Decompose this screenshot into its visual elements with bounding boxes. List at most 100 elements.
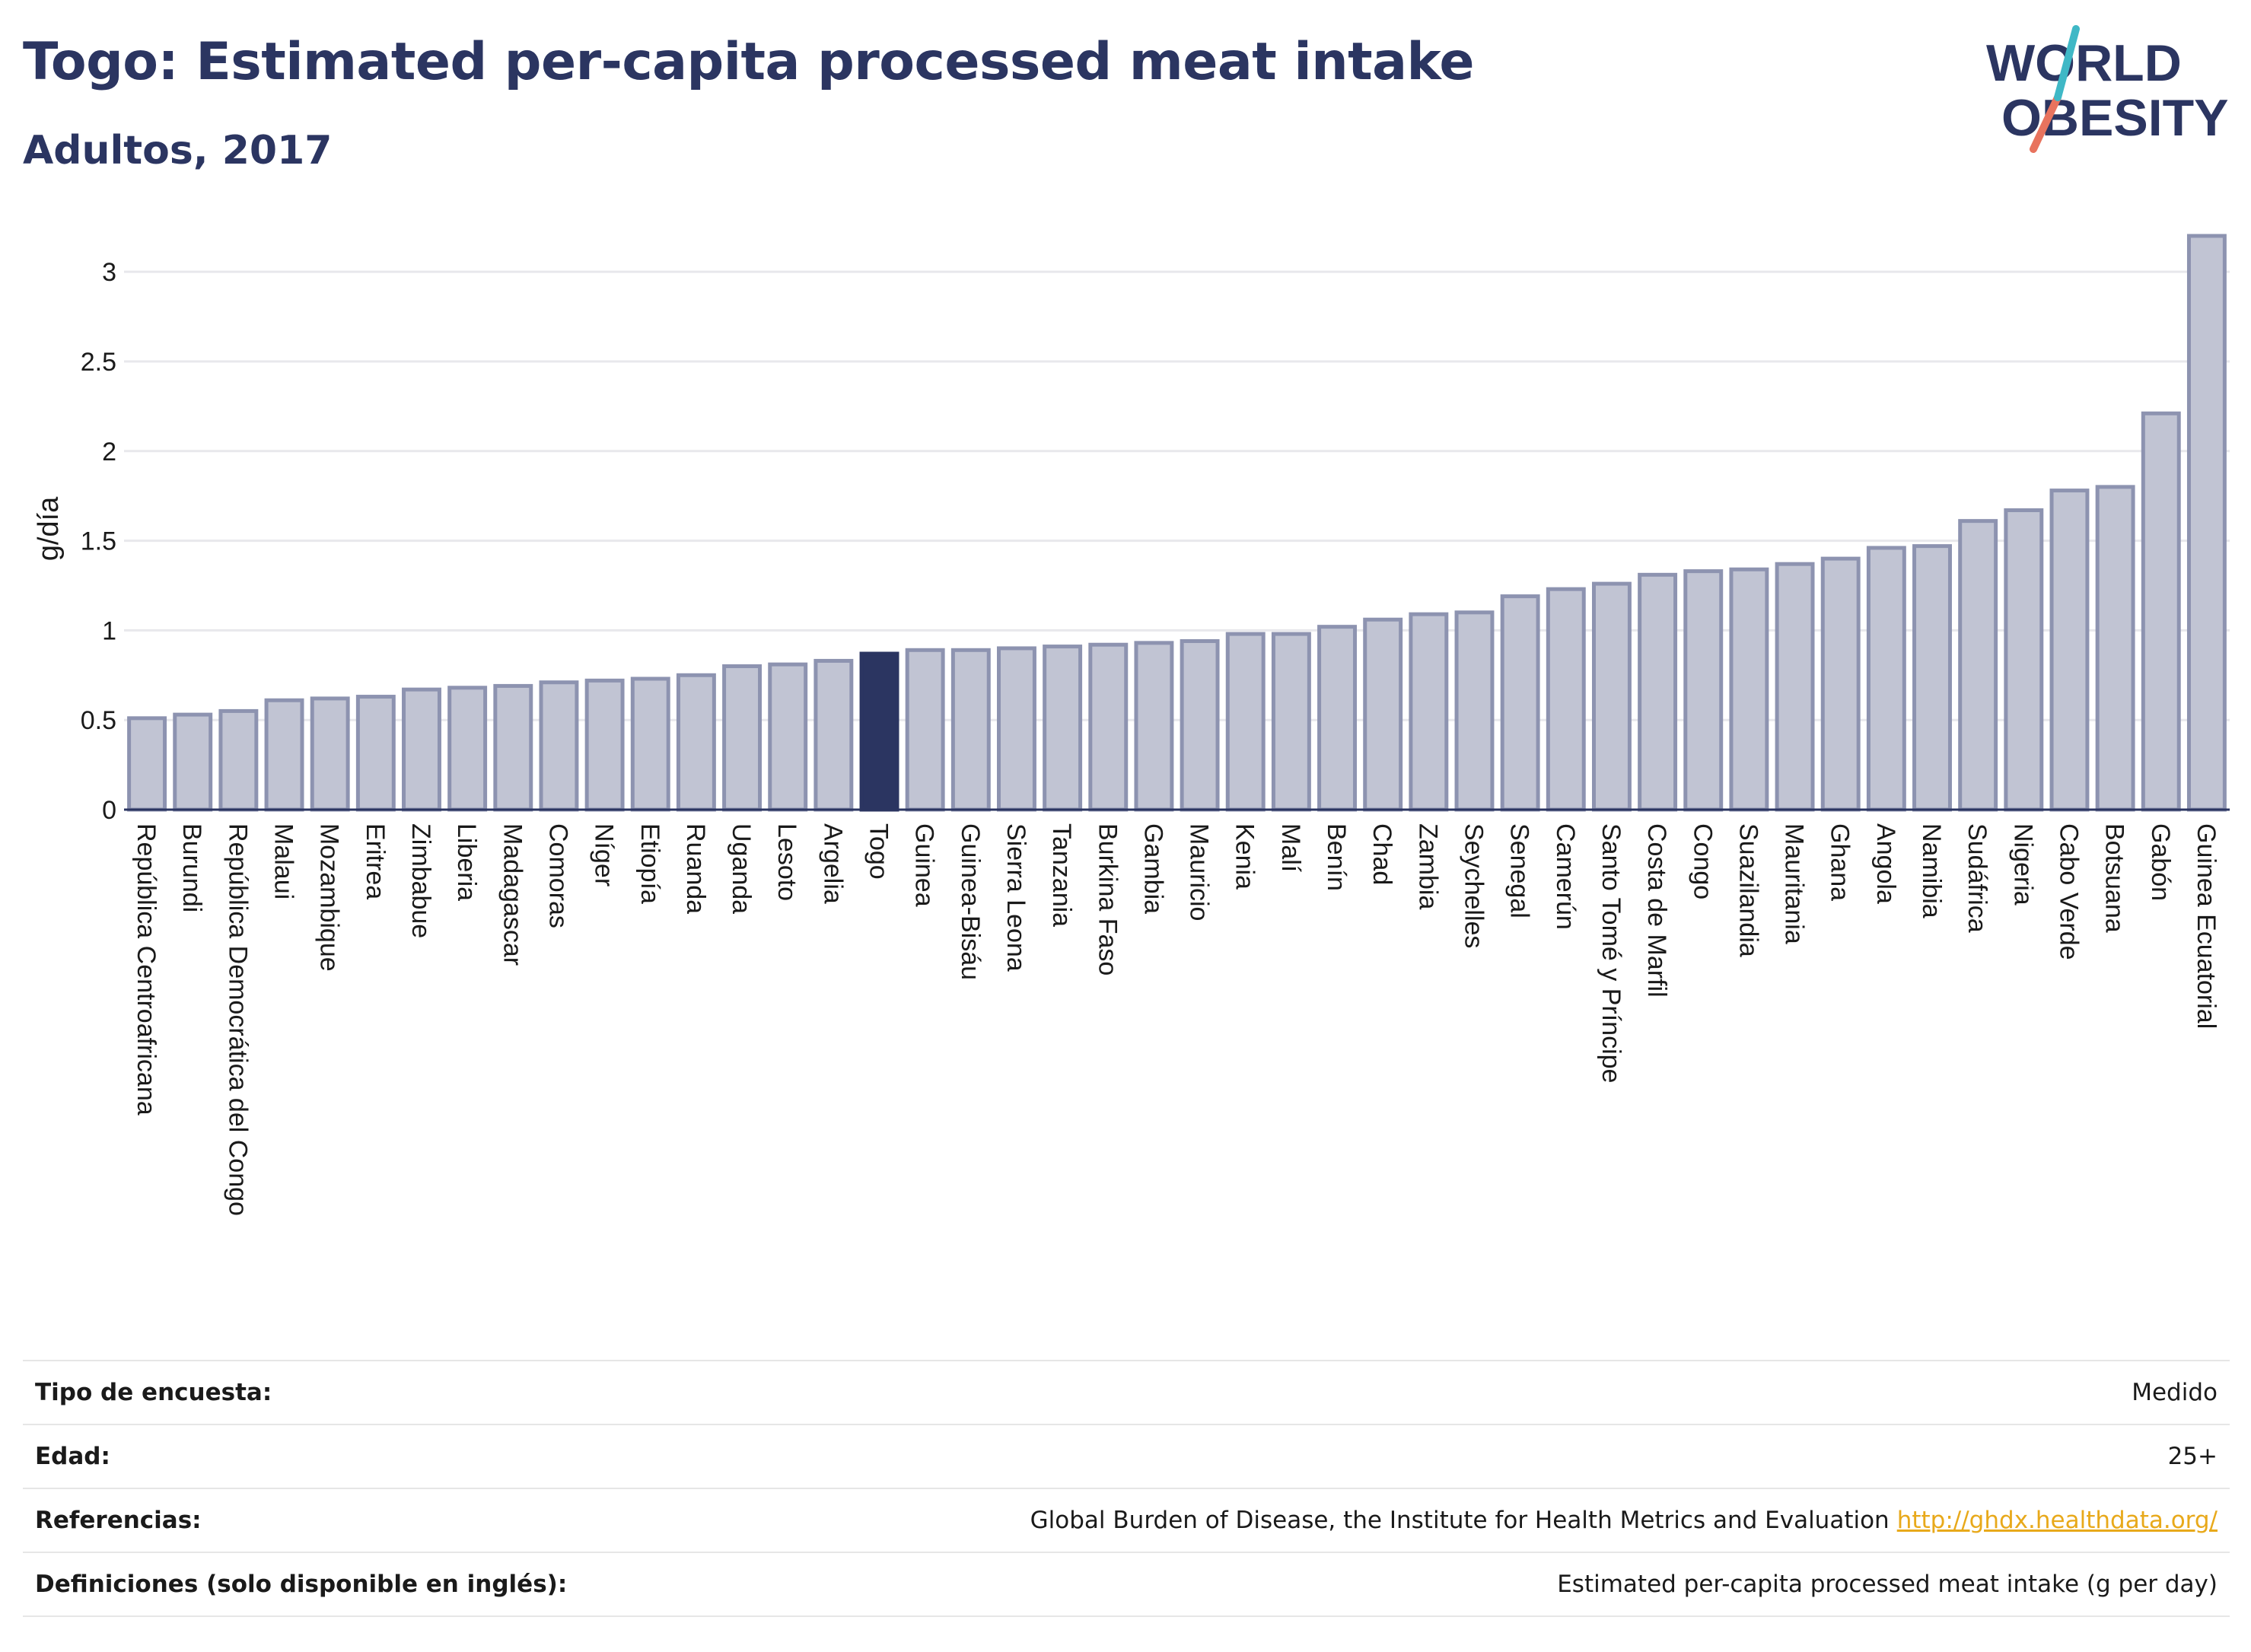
meta-row-references: Referencias: Global Burden of Disease, t… (23, 1489, 2230, 1553)
meta-key: Referencias: (35, 1507, 202, 1534)
logo-teal-stroke (2054, 25, 2080, 101)
meta-value-wrap: Global Burden of Disease, the Institute … (1030, 1507, 2218, 1534)
x-tick-label: Costa de Marfil (1642, 823, 1671, 998)
x-tick-label: Eritrea (361, 823, 390, 899)
bar (1958, 519, 1998, 812)
bar (950, 648, 991, 812)
bar (1638, 572, 1678, 812)
bar (630, 676, 670, 812)
x-tick-label: Nigeria (2008, 823, 2037, 906)
bar (1866, 546, 1906, 812)
bar (1225, 632, 1266, 812)
y-tick-label: 0 (102, 796, 116, 825)
x-tick-label: Chad (1367, 823, 1396, 885)
bar (447, 686, 488, 812)
x-tick-label: Senegal (1505, 823, 1534, 918)
y-tick-label: 1 (102, 616, 116, 645)
meta-value: Estimated per-capita processed meat inta… (1557, 1571, 2218, 1598)
x-tick-label: Argelia (818, 823, 847, 904)
meta-row-survey-type: Tipo de encuesta: Medido (23, 1361, 2230, 1425)
x-tick-label: Tanzania (1047, 823, 1076, 927)
bar (2141, 411, 2181, 812)
x-tick-label: Etiopía (635, 823, 664, 904)
logo-coral-stroke (2030, 94, 2062, 153)
bar (1363, 617, 1403, 812)
y-tick-label: 3 (102, 258, 116, 287)
x-tick-label: Mauricio (1185, 823, 1214, 921)
x-tick-label: República Democrática del Congo (223, 823, 252, 1216)
x-tick-label: Congo (1688, 823, 1717, 899)
bar (2186, 234, 2227, 812)
x-tick-labels: República Centroafricana Burundi República… (132, 823, 2221, 1216)
bar (2004, 508, 2044, 812)
y-tick-label: 0.5 (81, 706, 116, 735)
x-tick-label: Malaui (269, 823, 298, 899)
x-tick-label: Togo (864, 823, 893, 880)
bar (768, 662, 808, 812)
meta-key: Edad: (35, 1443, 110, 1470)
y-tick-label: 2.5 (81, 348, 116, 377)
x-tick-label: Comoras (543, 823, 572, 928)
x-tick-label: Burundi (177, 823, 206, 912)
x-tick-label: Uganda (727, 823, 756, 914)
bar (264, 698, 304, 812)
x-tick-label: Angola (1871, 823, 1900, 904)
bar (1500, 594, 1540, 812)
bar (813, 658, 854, 812)
bar (905, 648, 945, 812)
x-tick-label: Gambia (1138, 823, 1167, 914)
chart-title: Togo: Estimated per-capita processed mea… (23, 32, 1475, 92)
x-tick-label: Guinea-Bisáu (956, 823, 985, 980)
bar-chart: 0 0.5 1 1.5 2 2.5 3 República Centroafricana Bu… (33, 234, 2230, 1216)
bar (584, 678, 625, 812)
bar (1683, 569, 1724, 812)
bar (1088, 642, 1129, 812)
x-tick-label: Suazilandia (1734, 823, 1762, 957)
x-tick-label: Seychelles (1459, 823, 1488, 948)
bar (1820, 556, 1861, 812)
x-tick-label: Sierra Leona (1001, 823, 1030, 972)
bar (1454, 610, 1495, 812)
x-tick-label: Ruanda (681, 823, 710, 914)
x-tick-label: República Centroafricana (132, 823, 161, 1116)
bar (127, 716, 167, 812)
x-tick-label: Gabón (2146, 823, 2175, 901)
bar (1775, 562, 1815, 812)
bar (2095, 485, 2135, 812)
bar (1912, 544, 1952, 812)
x-tick-label: Mozambique (315, 823, 344, 972)
reference-link[interactable]: http://ghdx.healthdata.org/ (1896, 1507, 2218, 1534)
x-tick-label: Ghana (1826, 823, 1855, 901)
logo-line1: WORLD (1986, 34, 2182, 92)
x-tick-label: Benín (1322, 823, 1351, 891)
y-axis-label: g/día (33, 496, 65, 561)
bar (997, 646, 1036, 812)
meta-key: Tipo de encuesta: (35, 1379, 272, 1406)
chart-subtitle: Adultos, 2017 (23, 128, 333, 173)
x-tick-label: Liberia (452, 823, 481, 901)
x-tick-label: Guinea (910, 823, 939, 907)
bar (1180, 639, 1220, 812)
bar (1729, 567, 1769, 812)
world-obesity-logo: WORLD OBESITY (1986, 25, 2229, 153)
bar (310, 696, 350, 812)
bar (1134, 641, 1174, 812)
bar (173, 712, 213, 812)
bar (2049, 489, 2090, 812)
x-tick-label: Malí (1276, 823, 1305, 873)
x-tick-label: Níger (590, 823, 619, 886)
x-tick-label: Cabo Verde (2054, 823, 2083, 960)
x-tick-label: Burkina Faso (1093, 823, 1122, 976)
y-tick-labels: 0 0.5 1 1.5 2 2.5 3 (81, 258, 116, 825)
x-tick-label: Zimbabue (406, 823, 435, 938)
x-tick-label: Mauritania (1780, 823, 1809, 944)
bar (218, 708, 259, 812)
x-tick-label: Namibia (1917, 823, 1946, 918)
x-tick-label: Guinea Ecuatorial (2192, 823, 2221, 1029)
meta-value: 25+ (2167, 1443, 2218, 1470)
y-tick-label: 2 (102, 438, 116, 466)
bar (1043, 645, 1083, 812)
x-tick-label: Kenia (1231, 823, 1259, 890)
meta-row-definitions: Definiciones (solo disponible en inglés)… (23, 1553, 2230, 1617)
bar (1271, 632, 1311, 812)
